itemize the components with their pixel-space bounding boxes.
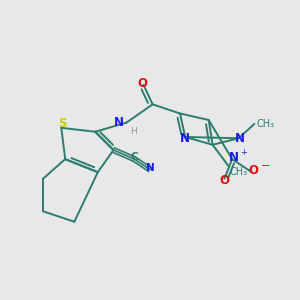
Text: −: − [261, 161, 270, 171]
Text: H: H [130, 127, 137, 136]
Text: N: N [235, 132, 245, 145]
Text: CH₃: CH₃ [230, 167, 248, 177]
Text: N: N [229, 151, 238, 164]
Text: O: O [248, 164, 258, 177]
Text: +: + [240, 148, 247, 157]
Text: C: C [130, 152, 138, 161]
Text: O: O [137, 77, 147, 90]
Text: S: S [58, 117, 67, 130]
Text: N: N [180, 132, 190, 145]
Text: O: O [219, 173, 229, 187]
Text: N: N [114, 116, 124, 129]
Text: N: N [146, 163, 154, 173]
Text: CH₃: CH₃ [257, 119, 275, 129]
